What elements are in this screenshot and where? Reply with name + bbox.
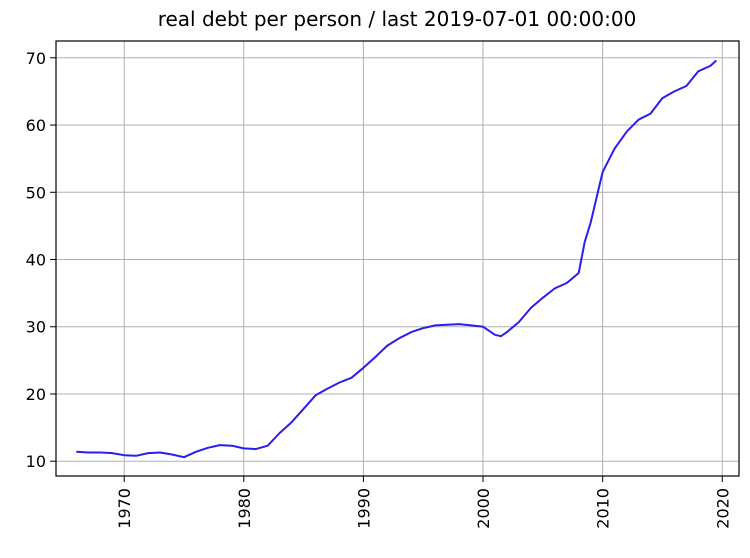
y-tick-label: 70: [26, 49, 46, 68]
y-tick-label: 40: [26, 251, 46, 270]
ticks: 1970 1980 1990 2000 2010 2020 10 20 30 40 50 60 70: [26, 49, 733, 529]
x-tick-label: 1970: [115, 488, 134, 529]
y-tick-label: 20: [26, 385, 46, 404]
grid: [56, 41, 739, 476]
y-tick-label: 30: [26, 318, 46, 337]
series-line-0: [76, 59, 717, 459]
y-tick-label: 50: [26, 183, 46, 202]
x-tick-label: 1990: [354, 488, 373, 529]
y-tick-label: 10: [26, 452, 46, 471]
plot-frame: [55, 40, 740, 477]
x-tick-label: 2020: [713, 488, 732, 529]
x-tick-label: 2000: [474, 488, 493, 529]
series-layer: [76, 59, 717, 459]
x-tick-label: 1980: [235, 488, 254, 529]
y-tick-label: 60: [26, 116, 46, 135]
x-tick-label: 2010: [594, 488, 613, 529]
chart-title: real debt per person / last 2019-07-01 0…: [158, 7, 637, 31]
